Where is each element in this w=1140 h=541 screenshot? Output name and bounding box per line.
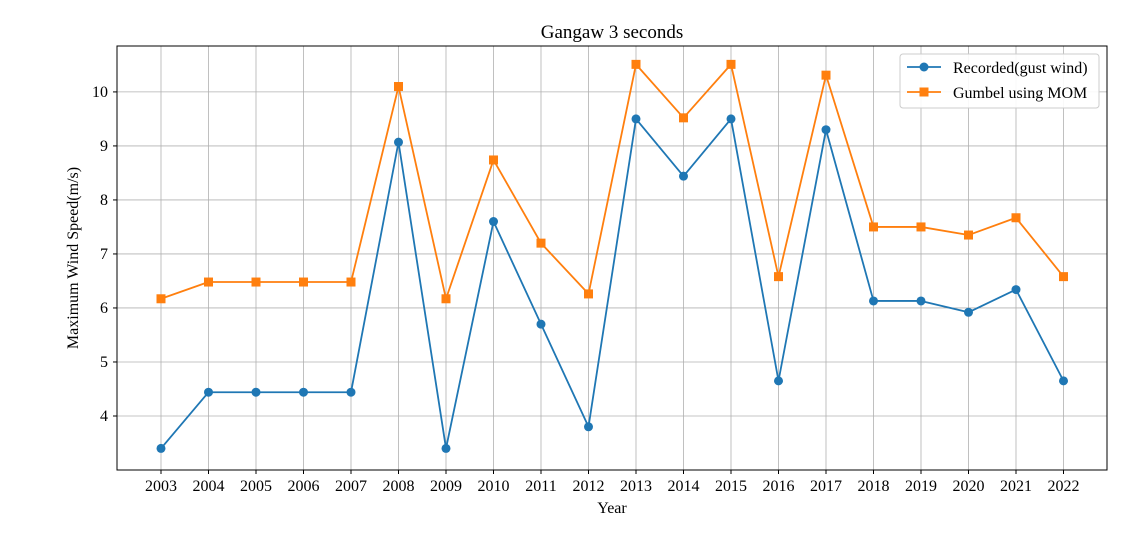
x-tick-label: 2014 — [668, 478, 700, 495]
data-point — [156, 294, 166, 304]
data-point — [964, 230, 973, 240]
y-axis: 4 5 6 7 8 9 10 — [92, 84, 117, 425]
series-1 — [156, 114, 1068, 453]
x-tick-label: 2003 — [145, 478, 177, 495]
legend-marker-recorded — [919, 62, 929, 72]
data-point — [774, 376, 783, 386]
data-point — [346, 387, 356, 397]
data-point — [821, 125, 831, 135]
data-point — [1011, 213, 1021, 223]
grid — [117, 46, 1107, 470]
data-point — [1011, 285, 1021, 295]
data-point — [299, 277, 308, 287]
data-point — [916, 222, 926, 232]
legend-frame — [899, 53, 1100, 109]
data-point — [584, 289, 593, 299]
x-tick-label: 2019 — [905, 478, 937, 495]
x-tick-label: 2021 — [1000, 478, 1032, 495]
y-tick-label: 10 — [92, 84, 108, 101]
data-point — [394, 137, 403, 147]
data-point — [869, 222, 878, 232]
y-tick-label: 5 — [100, 354, 108, 371]
x-tick-label: 2009 — [430, 478, 462, 495]
data-point — [204, 387, 213, 397]
legend-marker-gumbel — [919, 87, 929, 97]
x-tick-label: 2013 — [620, 478, 652, 495]
x-tick-label: 2005 — [240, 478, 272, 495]
x-tick-label: 2018 — [858, 478, 890, 495]
data-point — [394, 82, 403, 92]
data-point — [346, 277, 356, 287]
x-tick-label: 2022 — [1048, 478, 1080, 495]
chart-title: Gangaw 3 seconds — [541, 22, 683, 43]
x-tick-label: 2004 — [193, 478, 225, 495]
y-tick-label: 8 — [100, 192, 108, 209]
data-point — [679, 171, 688, 181]
legend-label-gumbel: Gumbel using MOM — [953, 85, 1087, 102]
y-axis-label: Maximum Wind Speed(m/s) — [65, 167, 82, 349]
x-tick-label: 2016 — [763, 478, 795, 495]
x-axis: 2003 2004 2005 2006 2007 2008 2009 2010 2011 2012… — [145, 470, 1080, 495]
data-point — [441, 443, 451, 453]
y-tick-label: 6 — [100, 300, 108, 317]
data-point — [631, 114, 641, 124]
data-point — [441, 294, 451, 304]
data-point — [489, 217, 498, 227]
data-point — [251, 387, 261, 397]
legend: Recorded(gust wind) Gumbel using MOM — [899, 53, 1100, 109]
data-point — [299, 387, 308, 397]
x-tick-label: 2017 — [810, 478, 842, 495]
x-tick-label: 2008 — [383, 478, 415, 495]
data-point — [916, 296, 926, 306]
data-point — [821, 70, 831, 80]
x-tick-label: 2011 — [525, 478, 556, 495]
data-point — [679, 113, 688, 123]
data-point — [631, 59, 641, 69]
x-tick-label: 2015 — [715, 478, 747, 495]
data-point — [869, 296, 878, 306]
data-point — [251, 277, 261, 287]
data-point — [774, 272, 783, 282]
x-tick-label: 2012 — [573, 478, 605, 495]
series-line — [160, 118, 1065, 450]
series-2 — [156, 59, 1068, 304]
data-point — [964, 307, 973, 317]
y-tick-label: 4 — [100, 408, 108, 425]
data-point — [536, 319, 546, 329]
x-tick-label: 2007 — [335, 478, 367, 495]
data-point — [726, 59, 736, 69]
data-point — [156, 443, 166, 453]
series-line — [160, 63, 1065, 300]
x-tick-label: 2010 — [478, 478, 510, 495]
y-tick-label: 9 — [100, 138, 108, 155]
series-layer — [156, 59, 1068, 453]
plot-frame — [116, 45, 1108, 471]
data-point — [726, 114, 736, 124]
x-axis-label: Year — [597, 500, 627, 517]
data-point — [204, 277, 213, 287]
x-tick-label: 2006 — [288, 478, 320, 495]
x-tick-label: 2020 — [953, 478, 985, 495]
data-point — [584, 422, 593, 432]
y-tick-label: 7 — [100, 246, 108, 263]
data-point — [489, 155, 498, 165]
data-point — [536, 238, 546, 248]
legend-label-recorded: Recorded(gust wind) — [953, 60, 1088, 77]
data-point — [1059, 272, 1068, 282]
data-point — [1059, 376, 1068, 386]
